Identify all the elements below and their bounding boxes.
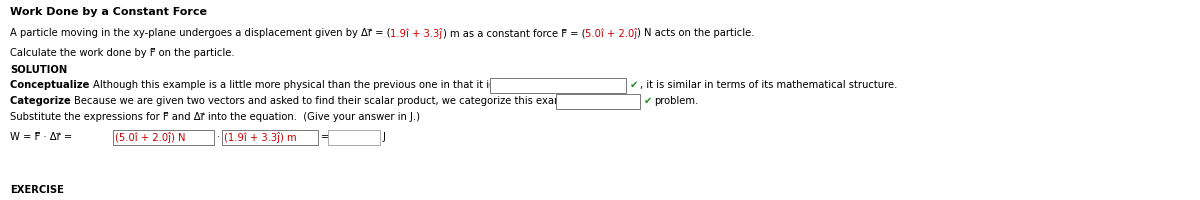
Text: ✔: ✔ (630, 80, 638, 90)
Text: Because we are given two vectors and asked to find their scalar product, we cate: Because we are given two vectors and ask… (74, 96, 596, 105)
Text: SOLUTION: SOLUTION (10, 65, 67, 75)
Text: 5.0î + 2.0ĵ: 5.0î + 2.0ĵ (586, 28, 637, 39)
Text: Calculate the work done by F⃗ on the particle.: Calculate the work done by F⃗ on the par… (10, 48, 235, 58)
Text: Work Done by a Constant Force: Work Done by a Constant Force (10, 7, 208, 17)
Text: =: = (322, 131, 329, 141)
Text: (5.0î + 2.0ĵ) N: (5.0î + 2.0ĵ) N (115, 131, 186, 142)
Text: ▼: ▼ (612, 80, 618, 89)
Text: ▼: ▼ (626, 96, 632, 104)
Text: W = F⃗ · Δr⃗ =: W = F⃗ · Δr⃗ = (10, 131, 76, 141)
Text: ) N acts on the particle.: ) N acts on the particle. (637, 28, 755, 38)
Text: EXERCISE: EXERCISE (10, 184, 64, 194)
Text: Conceptualize: Conceptualize (10, 80, 92, 90)
Text: problem.: problem. (654, 96, 698, 105)
Text: ) m as a constant force F⃗ = (: ) m as a constant force F⃗ = ( (443, 28, 586, 38)
Text: J: J (383, 131, 386, 141)
Text: a substitution: a substitution (558, 96, 624, 105)
Text: Substitute the expressions for F⃗ and Δr⃗ into the equation.  (Give your answer : Substitute the expressions for F⃗ and Δr… (10, 111, 420, 121)
Text: a force and a displacement: a force and a displacement (492, 80, 623, 90)
Text: Although this example is a little more physical than the previous one in that it: Although this example is a little more p… (92, 80, 535, 90)
Text: A particle moving in the xy-plane undergoes a displacement given by Δr⃗ = (: A particle moving in the xy-plane underg… (10, 28, 390, 38)
Text: Categorize: Categorize (10, 96, 74, 105)
Text: ·: · (217, 131, 221, 141)
Text: 1.9î + 3.3ĵ: 1.9î + 3.3ĵ (390, 28, 443, 39)
Text: ✔: ✔ (644, 96, 653, 105)
Text: , it is similar in terms of its mathematical structure.: , it is similar in terms of its mathemat… (640, 80, 898, 90)
Text: (1.9î + 3.3ĵ) m: (1.9î + 3.3ĵ) m (224, 131, 296, 142)
